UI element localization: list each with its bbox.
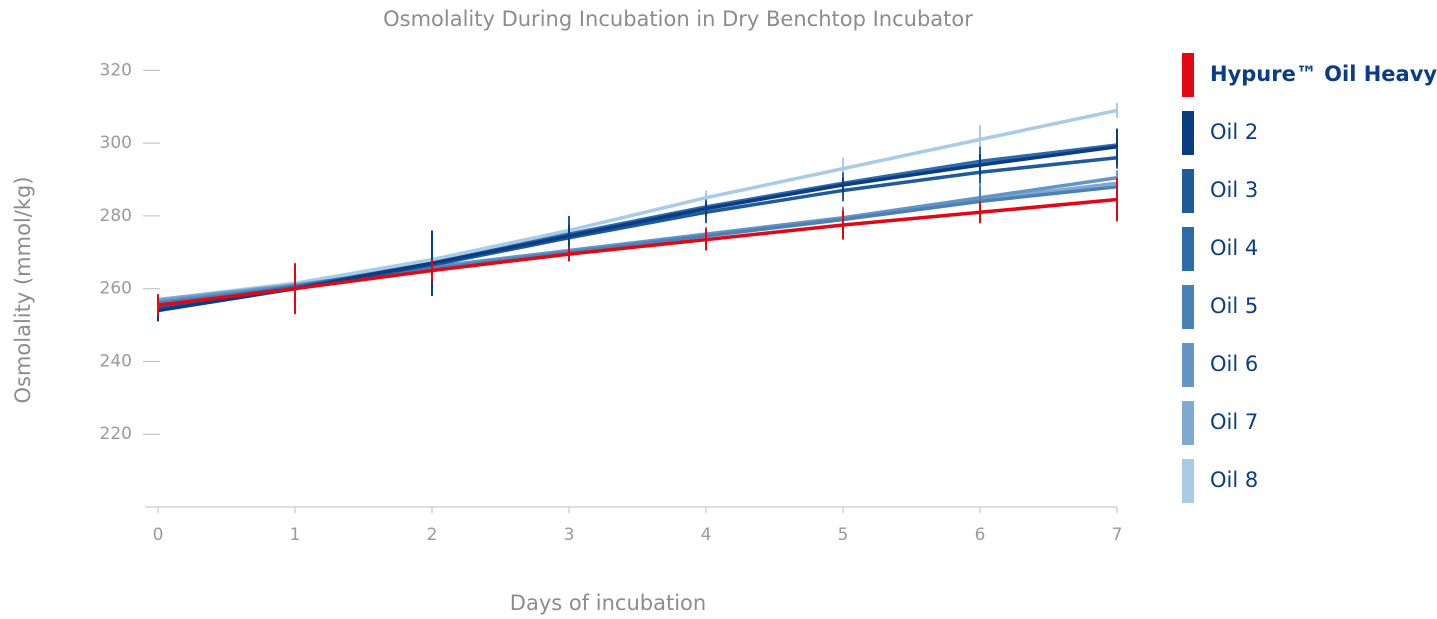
legend-label: Oil 8	[1210, 468, 1258, 492]
series-line	[157, 197, 1118, 307]
y-tick-label: 320	[100, 60, 132, 80]
x-tick-label: 6	[975, 525, 986, 545]
y-tick-label: 280	[100, 206, 132, 226]
y-axis-label: Osmolality (mmol/kg)	[11, 176, 35, 403]
series-line	[157, 108, 1118, 302]
x-axis-label: Days of incubation	[510, 591, 706, 615]
legend-label: Oil 7	[1210, 410, 1258, 434]
series-line	[157, 145, 1118, 313]
legend-marker	[1182, 227, 1194, 271]
legend-marker	[1182, 169, 1194, 213]
legend-marker	[1182, 111, 1194, 155]
legend-marker	[1182, 343, 1194, 387]
legend-label: Oil 5	[1210, 294, 1258, 318]
legend-marker	[1182, 285, 1194, 329]
legend-label: Hypure™ Oil Heavy	[1210, 62, 1437, 86]
x-tick-label: 4	[701, 525, 712, 545]
x-tick-label: 3	[564, 525, 575, 545]
series-line	[157, 175, 1118, 304]
x-tick-label: 7	[1112, 525, 1123, 545]
legend-label: Oil 6	[1210, 352, 1258, 376]
legend-label: Oil 2	[1210, 120, 1258, 144]
legend-label: Oil 3	[1210, 178, 1258, 202]
x-tick-label: 0	[153, 525, 164, 545]
x-tick-label: 2	[427, 525, 438, 545]
y-tick-label: 260	[100, 279, 132, 299]
y-tick-label: 220	[100, 424, 132, 444]
y-tick-label: 240	[100, 351, 132, 371]
legend-marker	[1182, 401, 1194, 445]
chart-title: Osmolality During Incubation in Dry Benc…	[383, 7, 973, 31]
x-tick-label: 5	[838, 525, 849, 545]
legend-marker	[1182, 459, 1194, 503]
legend-label: Oil 4	[1210, 236, 1258, 260]
y-tick-label: 300	[100, 133, 132, 153]
legend-marker	[1182, 53, 1194, 97]
x-tick-label: 1	[290, 525, 301, 545]
